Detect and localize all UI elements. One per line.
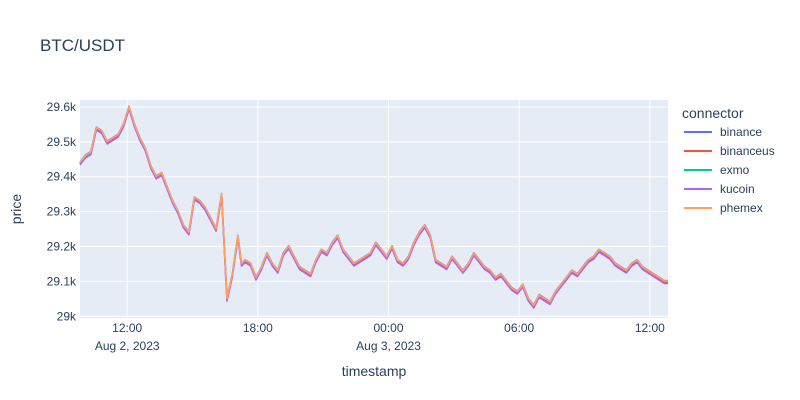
chart-title: BTC/USDT: [40, 36, 125, 55]
y-tick-label: 29.4k: [47, 170, 77, 184]
legend-label-binance[interactable]: binance: [720, 125, 762, 139]
x-gridlines: [126, 100, 651, 318]
legend-label-phemex[interactable]: phemex: [720, 201, 763, 215]
series-line-kucoin: [79, 108, 668, 309]
legend: connector binance binanceus exmo kucoin phem…: [682, 105, 775, 215]
x-tick-date-label: Aug 3, 2023: [356, 339, 421, 353]
y-axis-title: price: [8, 194, 24, 225]
y-tick-label: 29.3k: [47, 205, 77, 219]
x-axis-ticks: 12:00 Aug 2, 2023 18:00 00:00 Aug 3, 2023 06:…: [95, 321, 665, 353]
legend-title: connector: [682, 105, 744, 121]
x-tick-label: 06:00: [504, 321, 534, 335]
x-tick-label: 18:00: [243, 321, 273, 335]
y-tick-label: 29k: [57, 309, 77, 323]
legend-label-binanceus[interactable]: binanceus: [720, 144, 775, 158]
y-axis-ticks: 29k 29.1k 29.2k 29.3k 29.4k 29.5k 29.6k: [47, 100, 77, 323]
y-tick-label: 29.5k: [47, 135, 77, 149]
x-tick-label: 12:00: [112, 321, 142, 335]
legend-label-kucoin[interactable]: kucoin: [720, 182, 755, 196]
x-axis-title: timestamp: [342, 363, 407, 379]
y-tick-label: 29.2k: [47, 239, 77, 253]
series-line-phemex: [79, 105, 668, 307]
plot-area: [80, 100, 668, 318]
y-tick-label: 29.1k: [47, 274, 77, 288]
x-tick-date-label: Aug 2, 2023: [95, 339, 160, 353]
legend-label-exmo[interactable]: exmo: [720, 163, 750, 177]
x-tick-label: 00:00: [374, 321, 404, 335]
x-tick-label: 12:00: [635, 321, 665, 335]
series-lines: [79, 105, 668, 309]
y-tick-label: 29.6k: [47, 100, 77, 114]
